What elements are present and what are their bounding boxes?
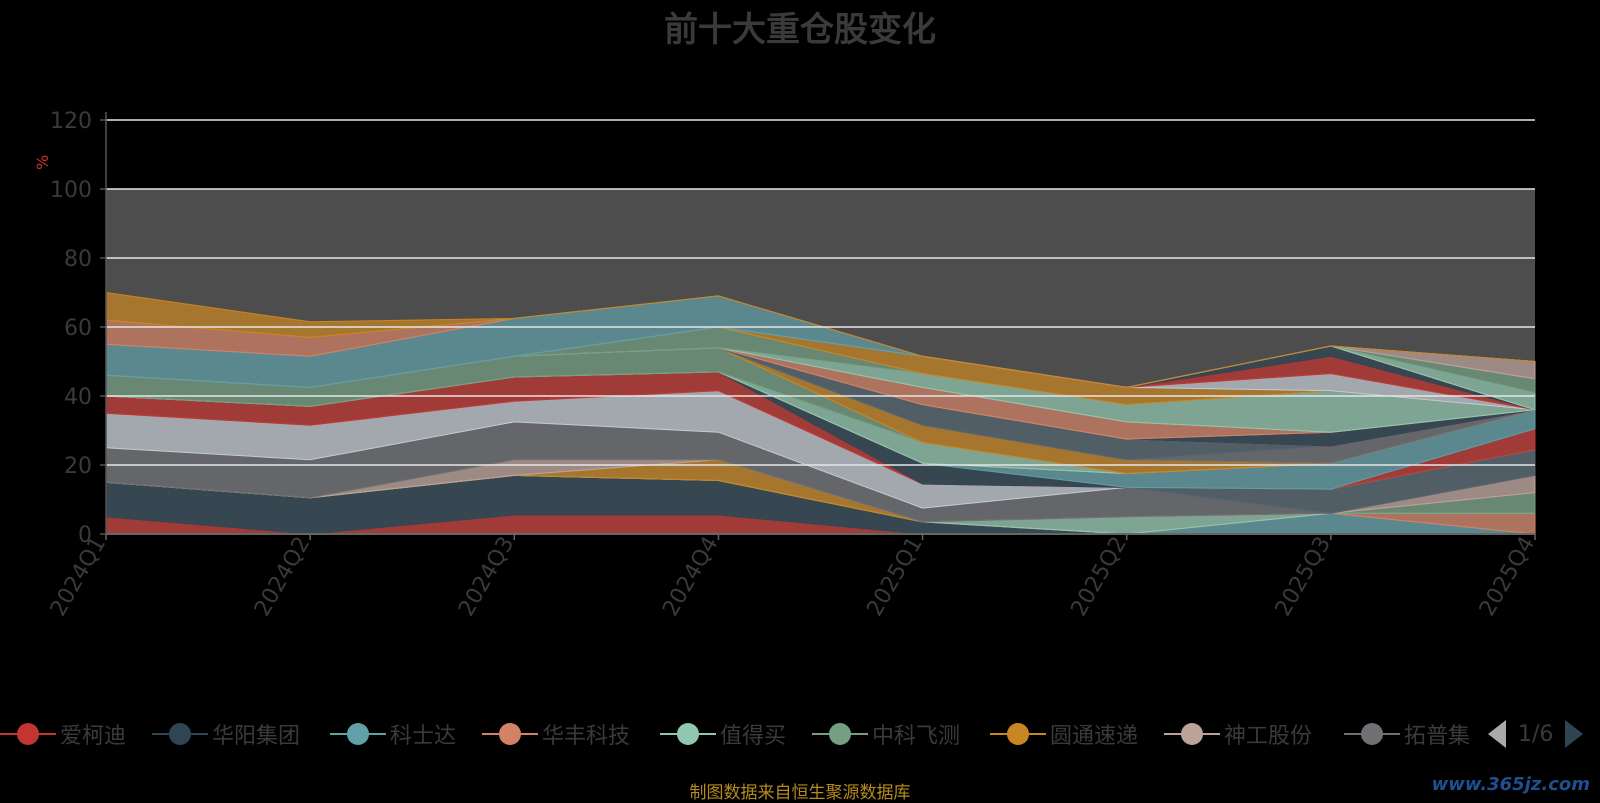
legend: 爱柯迪 华阳集团 科士达 华丰科技 值得买 中科飞测 圆通速递 神工股份 拓普集 [0, 716, 1600, 752]
grid-lines [106, 119, 1535, 466]
x-tick-label: 2025Q1 [862, 533, 927, 621]
y-tick-labels: 0 20 40 60 80 100 120 [50, 109, 92, 548]
legend-pager: 1/6 [1488, 716, 1600, 752]
legend-marker-icon [990, 723, 1046, 745]
axes [100, 112, 1536, 540]
legend-item-2[interactable]: 华阳集团 [152, 716, 300, 752]
x-tick-label: 2025Q2 [1067, 533, 1132, 621]
legend-marker-icon [330, 723, 386, 745]
chart-title: 前十大重仓股变化 [664, 10, 936, 50]
area-series [105, 291, 1536, 535]
legend-label: 神工股份 [1224, 724, 1313, 749]
legend-marker-icon [660, 723, 716, 745]
legend-label: 拓普集 [1404, 724, 1471, 749]
y-tick-label: 20 [64, 454, 92, 479]
legend-item-4[interactable]: 华丰科技 [482, 716, 630, 752]
y-tick-label: 40 [64, 385, 92, 410]
x-tick-label: 2024Q4 [658, 533, 723, 621]
legend-page-indicator: 1/6 [1518, 721, 1554, 747]
y-tick-label: 80 [64, 247, 92, 272]
y-tick-label: 120 [50, 109, 92, 134]
legend-item-8[interactable]: 神工股份 [1164, 716, 1312, 752]
watermark-logo: www.365jz.com [1431, 774, 1590, 795]
y-axis-label: % [33, 155, 52, 170]
x-tick-label: 2025Q4 [1475, 533, 1540, 621]
source-note: 制图数据来自恒生聚源数据库 [689, 783, 911, 803]
legend-label: 华丰科技 [542, 724, 631, 749]
legend-label: 爱柯迪 [60, 724, 127, 749]
x-tick-label: 2024Q3 [454, 533, 519, 621]
legend-marker-icon [1164, 723, 1220, 745]
legend-label: 值得买 [720, 724, 787, 749]
legend-prev-page-button[interactable] [1488, 720, 1506, 748]
legend-item-6[interactable]: 中科飞测 [812, 716, 960, 752]
legend-next-page-button[interactable] [1565, 720, 1584, 748]
x-tick-label: 2024Q2 [250, 533, 315, 621]
legend-marker-icon [482, 723, 538, 745]
legend-label: 科士达 [390, 724, 457, 749]
legend-label: 中科飞测 [872, 724, 961, 749]
y-tick-label: 60 [64, 316, 92, 341]
legend-item-3[interactable]: 科士达 [330, 716, 456, 752]
y-tick-label: 0 [78, 523, 92, 548]
legend-item-7[interactable]: 圆通速递 [990, 716, 1138, 752]
legend-marker-icon [152, 723, 208, 745]
legend-marker-icon [812, 723, 868, 745]
legend-marker-icon [0, 723, 56, 745]
legend-item-1[interactable]: 爱柯迪 [0, 716, 126, 752]
legend-item-9[interactable]: 拓普集 [1344, 716, 1470, 752]
legend-item-5[interactable]: 值得买 [660, 716, 786, 752]
legend-marker-icon [1344, 723, 1400, 745]
area-series-44 [105, 291, 1536, 388]
x-tick-label: 2025Q3 [1271, 533, 1336, 621]
x-tick-labels: 2024Q1 2024Q2 2024Q3 2024Q4 2025Q1 2025Q2 2025… [46, 533, 1540, 621]
y-tick-label: 100 [50, 178, 92, 203]
legend-label: 华阳集团 [212, 724, 301, 749]
legend-label: 圆通速递 [1050, 724, 1139, 749]
